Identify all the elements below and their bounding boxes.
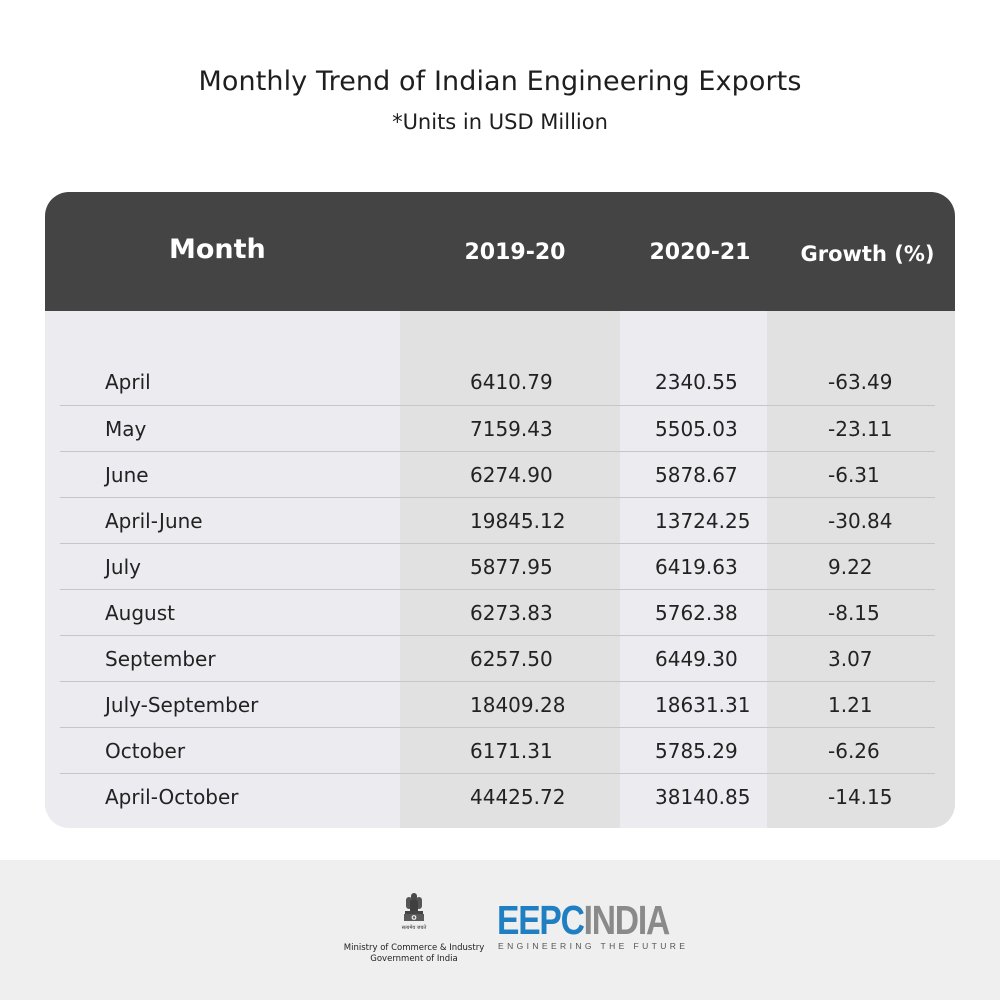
column-header-growth: Growth (%) [800, 242, 935, 266]
cell-2020-21: 5785.29 [655, 739, 738, 763]
cell-2020-21: 6419.63 [655, 555, 738, 579]
table-row: May 7159.43 5505.03 -23.11 [60, 405, 935, 452]
cell-2019-20: 19845.12 [470, 509, 566, 533]
cell-2019-20: 6410.79 [470, 370, 553, 394]
eepc-india-logo: EEPCINDIA [497, 897, 671, 943]
table-row: September 6257.50 6449.30 3.07 [60, 635, 935, 682]
emblem-motto: सत्यमेव जयते [402, 924, 427, 931]
cell-2020-21: 5878.67 [655, 463, 738, 487]
cell-2020-21: 5762.38 [655, 601, 738, 625]
cell-month: July-September [105, 693, 259, 717]
exports-table: Month 2019-20 2020-21 Growth (%) April 64… [45, 192, 955, 828]
cell-growth: -6.26 [828, 739, 880, 763]
table-row: August 6273.83 5762.38 -8.15 [60, 589, 935, 636]
table-header: Month 2019-20 2020-21 Growth (%) [45, 192, 955, 311]
cell-2020-21: 18631.31 [655, 693, 751, 717]
column-header-month: Month [169, 234, 266, 265]
cell-month: July [105, 555, 141, 579]
cell-month: October [105, 739, 186, 763]
table-row: July 5877.95 6419.63 9.22 [60, 543, 935, 590]
cell-month: April-June [105, 509, 203, 533]
brand-part-2: INDIA [583, 897, 671, 943]
cell-2019-20: 44425.72 [470, 785, 566, 809]
cell-month: August [105, 601, 175, 625]
cell-month: September [105, 647, 216, 671]
cell-month: May [105, 417, 147, 441]
table-row: April 6410.79 2340.55 -63.49 [60, 359, 935, 405]
ministry-line-2: Government of India [370, 954, 458, 964]
national-emblem-icon: सत्यमेव जयते [402, 893, 427, 931]
brand-part-1: EEPC [497, 897, 585, 943]
column-header-2019-20: 2019-20 [464, 240, 566, 265]
cell-growth: -30.84 [828, 509, 893, 533]
brand-tagline: ENGINEERING THE FUTURE [498, 941, 689, 951]
cell-growth: 9.22 [828, 555, 873, 579]
ministry-line-1: Ministry of Commerce & Industry [343, 943, 485, 953]
cell-2020-21: 2340.55 [655, 370, 738, 394]
table-row: July-September 18409.28 18631.31 1.21 [60, 681, 935, 728]
cell-2019-20: 5877.95 [470, 555, 553, 579]
table-body: April 6410.79 2340.55 -63.49 May 7159.43 5505.… [45, 192, 955, 828]
cell-2020-21: 6449.30 [655, 647, 738, 671]
cell-growth: -8.15 [828, 601, 880, 625]
table-row: April-October 44425.72 38140.85 -14.15 [60, 773, 935, 820]
table-row: April-June 19845.12 13724.25 -30.84 [60, 497, 935, 544]
cell-2019-20: 7159.43 [470, 417, 553, 441]
cell-2019-20: 6274.90 [470, 463, 553, 487]
column-header-2020-21: 2020-21 [649, 240, 751, 265]
column-shade-2019-20 [400, 311, 620, 828]
page-subtitle: *Units in USD Million [392, 110, 608, 134]
cell-growth: -23.11 [828, 417, 893, 441]
cell-growth: -63.49 [828, 370, 893, 394]
cell-2019-20: 18409.28 [470, 693, 566, 717]
table-row: June 6274.90 5878.67 -6.31 [60, 451, 935, 498]
cell-2019-20: 6273.83 [470, 601, 553, 625]
cell-2019-20: 6257.50 [470, 647, 553, 671]
footer: सत्यमेव जयते Ministry of Commerce & Indu… [0, 860, 1000, 1000]
cell-month: April [105, 370, 151, 394]
cell-growth: 1.21 [828, 693, 873, 717]
cell-2019-20: 6171.31 [470, 739, 553, 763]
cell-2020-21: 38140.85 [655, 785, 751, 809]
page-title: Monthly Trend of Indian Engineering Expo… [198, 66, 802, 97]
cell-growth: -6.31 [828, 463, 880, 487]
cell-2020-21: 5505.03 [655, 417, 738, 441]
column-shade-growth [767, 311, 955, 828]
cell-2020-21: 13724.25 [655, 509, 751, 533]
cell-growth: 3.07 [828, 647, 873, 671]
cell-month: April-October [105, 785, 239, 809]
table-row: October 6171.31 5785.29 -6.26 [60, 727, 935, 774]
cell-month: June [105, 463, 149, 487]
cell-growth: -14.15 [828, 785, 893, 809]
